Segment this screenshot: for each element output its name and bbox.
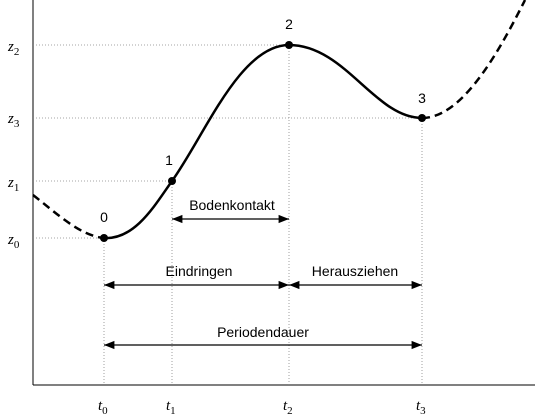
- z-label: z2: [7, 39, 19, 58]
- z-label: z0: [7, 232, 20, 251]
- curve-dashed-start: [32, 194, 105, 240]
- z-symbol: z: [7, 39, 14, 55]
- t-symbol: t: [98, 398, 103, 414]
- z-symbol: z: [7, 175, 14, 191]
- point-label: 3: [418, 90, 426, 106]
- t-label: t1: [166, 398, 176, 417]
- span-label: Bodenkontakt: [189, 197, 275, 213]
- curve-dashed-end: [421, 0, 527, 120]
- z-index: 1: [14, 182, 20, 194]
- z-label: z3: [7, 111, 20, 130]
- z-symbol: z: [7, 111, 14, 127]
- t-index: 2: [287, 405, 293, 417]
- span-label: Periodendauer: [217, 324, 309, 340]
- t-symbol: t: [416, 398, 421, 414]
- t-symbol: t: [166, 398, 171, 414]
- point-label: 2: [285, 16, 293, 32]
- t-index: 3: [420, 405, 426, 417]
- t-index: 0: [102, 405, 108, 417]
- t-label: t0: [98, 398, 108, 417]
- z-symbol: z: [7, 232, 14, 248]
- point-label: 0: [100, 209, 108, 225]
- t-symbol: t: [283, 398, 288, 414]
- z-index: 0: [14, 239, 20, 251]
- z-index: 2: [14, 46, 20, 58]
- span-label: Herausziehen: [312, 263, 398, 279]
- span-label: Eindringen: [166, 263, 233, 279]
- t-label: t2: [283, 398, 293, 417]
- z-label: z1: [7, 175, 19, 194]
- curve: [103, 43, 423, 240]
- points: [100, 41, 426, 242]
- point-label: 1: [165, 152, 173, 168]
- t-index: 1: [170, 405, 176, 417]
- t-label: t3: [416, 398, 426, 417]
- z-index: 3: [14, 118, 20, 130]
